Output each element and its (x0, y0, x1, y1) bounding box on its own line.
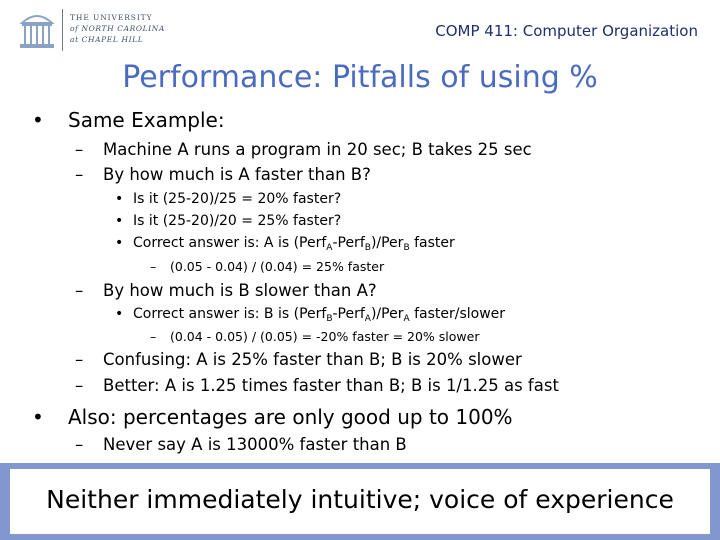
formula-part: -Perf (332, 235, 365, 251)
sub-bullet-never-say: – Never say A is 13000% faster than B (75, 435, 407, 454)
item-25-percent: • Is it (25-20)/20 = 25% faster? (115, 213, 341, 229)
formula-subscript: A (326, 243, 333, 253)
course-title: COMP 411: Computer Organization (435, 22, 698, 40)
bullet-marker: • (32, 108, 44, 132)
formula-subscript: A (364, 314, 371, 324)
logo-line-3: at CHAPEL HILL (70, 35, 144, 44)
bullet-text: By how much is B slower than A? (103, 281, 377, 300)
bullet-text: Also: percentages are only good up to 10… (68, 405, 513, 429)
bullet-text: Confusing: A is 25% faster than B; B is … (103, 350, 522, 369)
bullet-text: (0.05 - 0.04) / (0.04) = 25% faster (170, 259, 385, 274)
footer-text: Neither immediately intuitive; voice of … (10, 469, 710, 534)
dash-marker: – (75, 435, 84, 454)
bullet-marker: • (115, 235, 124, 251)
bullet-text: Same Example: (68, 108, 225, 132)
logo-divider (62, 9, 63, 51)
unc-logo: THE UNIVERSITY of NORTH CAROLINA at CHAP… (18, 9, 178, 51)
calc-a-faster: – (0.05 - 0.04) / (0.04) = 25% faster (150, 259, 384, 274)
bullet-text: Never say A is 13000% faster than B (103, 435, 407, 454)
logo-line-1: THE UNIVERSITY (70, 13, 153, 22)
formula-part: -Perf (332, 306, 365, 322)
calc-b-slower: – (0.04 - 0.05) / (0.05) = -20% faster = … (150, 329, 479, 344)
bullet-marker: • (115, 213, 124, 229)
footer-banner: Neither immediately intuitive; voice of … (0, 463, 720, 540)
bullet-marker: • (115, 191, 124, 207)
university-name: THE UNIVERSITY of NORTH CAROLINA at CHAP… (70, 12, 190, 45)
formula-subscript: A (403, 314, 410, 324)
bullet-marker: • (115, 306, 124, 322)
dash-marker: – (75, 140, 84, 159)
dash-marker: – (75, 281, 84, 300)
slide-title: Performance: Pitfalls of using % (122, 60, 598, 95)
bullet-text: Machine A runs a program in 20 sec; B ta… (103, 140, 532, 159)
formula-subscript: B (403, 243, 410, 253)
dash-marker: – (150, 329, 157, 344)
formula-subscript: B (326, 314, 333, 324)
formula-part: faster/slower (409, 306, 506, 322)
item-correct-answer-a: • Correct answer is: A is (PerfA-PerfB)/P… (115, 235, 455, 253)
dash-marker: – (75, 376, 84, 395)
sub-bullet-a-faster: – By how much is A faster than B? (75, 165, 371, 184)
formula-part: )/Per (370, 306, 404, 322)
formula-part: Correct answer is: B is (Perf (133, 306, 327, 322)
sub-bullet-better: – Better: A is 1.25 times faster than B; … (75, 376, 559, 395)
bullet-marker: • (32, 405, 44, 429)
bullet-text: Is it (25-20)/25 = 20% faster? (133, 191, 342, 207)
formula-part: faster (409, 235, 455, 251)
bullet-also: • Also: percentages are only good up to 1… (32, 405, 513, 429)
dash-marker: – (75, 350, 84, 369)
formula-subscript: B (364, 243, 371, 253)
dash-marker: – (75, 165, 84, 184)
item-20-percent: • Is it (25-20)/25 = 20% faster? (115, 191, 341, 207)
old-well-icon (19, 15, 55, 48)
logo-line-2: of NORTH CAROLINA (70, 24, 165, 33)
sub-bullet-confusing: – Confusing: A is 25% faster than B; B is… (75, 350, 522, 369)
bullet-text: (0.04 - 0.05) / (0.05) = -20% faster = 2… (170, 329, 480, 344)
item-correct-answer-b: • Correct answer is: B is (PerfB-PerfA)/P… (115, 306, 506, 324)
dash-marker: – (150, 259, 157, 274)
sub-bullet-b-slower: – By how much is B slower than A? (75, 281, 377, 300)
bullet-text: Is it (25-20)/20 = 25% faster? (133, 213, 342, 229)
sub-bullet-machine-a: – Machine A runs a program in 20 sec; B t… (75, 140, 532, 159)
bullet-text: Better: A is 1.25 times faster than B; B… (103, 376, 559, 395)
formula-part: Correct answer is: A is (Perf (133, 235, 327, 251)
bullet-same-example: • Same Example: (32, 108, 225, 132)
bullet-text: By how much is A faster than B? (103, 165, 371, 184)
formula-part: )/Per (370, 235, 404, 251)
